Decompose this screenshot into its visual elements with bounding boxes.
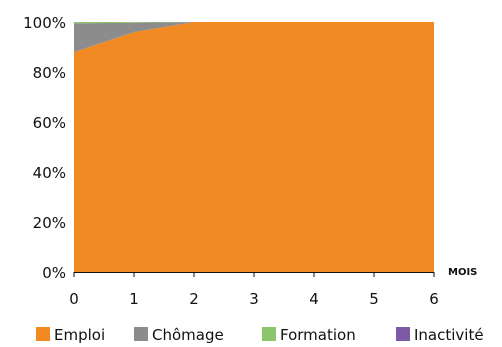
legend-swatch-1 [134,327,148,341]
x-tick-label: 0 [69,290,79,308]
area-series-1 [74,22,434,52]
y-tick-label: 100% [23,14,66,32]
area-series-2 [74,22,434,24]
legend-swatch-3 [396,327,410,341]
x-tick-label: 3 [249,290,259,308]
legend-label-2: Formation [280,326,356,344]
legend-label-0: Emploi [54,326,105,344]
chart-areas [74,22,434,272]
legend-swatch-2 [262,327,276,341]
x-tick-label: 1 [129,290,139,308]
x-axis-label: MOIS [448,267,477,278]
legend-label-1: Chômage [152,326,224,344]
x-tick-label: 2 [189,290,199,308]
y-tick-label: 20% [33,214,66,232]
y-tick-label: 80% [33,64,66,82]
legend: Emploi Chômage Formation Inactivité [36,326,484,344]
area-series-0 [74,22,434,272]
y-tick-label: 0% [42,264,66,282]
legend-swatch-0 [36,327,50,341]
y-tick-label: 40% [33,164,66,182]
y-tick-label: 60% [33,114,66,132]
x-axis-ticks: 0 1 2 3 4 5 6 [69,272,439,308]
y-axis-ticks: 0% 20% 40% 60% 80% 100% [23,14,66,282]
x-tick-label: 4 [309,290,319,308]
x-tick-label: 5 [369,290,379,308]
legend-label-3: Inactivité [414,326,484,344]
x-tick-label: 6 [429,290,439,308]
